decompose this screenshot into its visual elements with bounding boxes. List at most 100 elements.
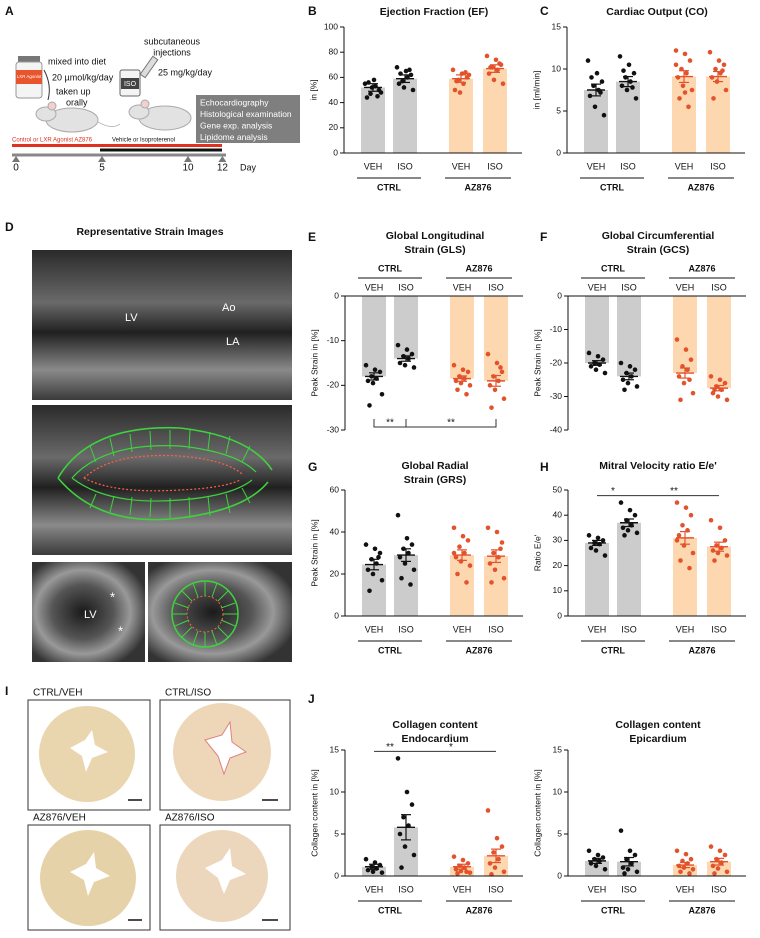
strain-contour [71, 445, 257, 502]
data-point [599, 79, 605, 84]
data-point [594, 70, 600, 76]
data-point [622, 871, 627, 876]
dose-text: 20 µmol/kg/day [52, 72, 114, 82]
data-point [586, 350, 592, 356]
x-tick-label: ISO [710, 161, 726, 171]
data-point [618, 828, 624, 833]
data-point [709, 75, 715, 80]
data-point [717, 525, 723, 531]
endocardial-contour [83, 454, 243, 492]
data-point [633, 96, 639, 101]
section-label: AZ876/ISO [165, 813, 215, 824]
image-label: * [118, 623, 123, 638]
data-point [371, 77, 377, 83]
data-point [450, 67, 456, 73]
chart-title: Ejection Fraction (EF) [380, 6, 489, 18]
injection-text: injections [153, 47, 191, 57]
x-tick-label: ISO [711, 282, 727, 292]
data-point [622, 533, 627, 538]
data-point [625, 528, 631, 533]
y-tick-label: -30 [550, 391, 563, 401]
data-point [688, 512, 694, 518]
bar [673, 537, 697, 616]
data-point [467, 383, 473, 388]
data-point [411, 365, 417, 370]
group-label: CTRL [377, 182, 401, 192]
section-label: CTRL/VEH [33, 688, 82, 699]
data-point [378, 90, 384, 95]
y-tick-label: -30 [327, 424, 340, 434]
y-tick-label: -10 [327, 335, 340, 345]
x-tick-label: ISO [621, 282, 637, 292]
ventricle-cavity [70, 852, 110, 896]
panel-letter: I [5, 684, 8, 698]
treatment-bar [12, 144, 222, 147]
analysis-box [196, 95, 300, 143]
data-point [724, 397, 730, 403]
oral-text: orally [66, 97, 88, 107]
data-point [411, 567, 417, 573]
data-point [712, 871, 717, 876]
data-point [399, 575, 404, 581]
data-point [487, 383, 493, 388]
data-point [707, 49, 713, 55]
data-point [485, 808, 491, 813]
data-point [678, 558, 683, 563]
data-point [717, 848, 723, 854]
group-label: CTRL [378, 645, 402, 655]
x-tick-label: ISO [488, 624, 504, 634]
treatment-bar [100, 148, 222, 152]
data-point [395, 342, 401, 348]
data-point [713, 66, 718, 72]
strain-vectors [89, 429, 251, 519]
data-point [409, 802, 415, 807]
y-axis-label: Collagen content in [%] [309, 769, 319, 856]
data-point [491, 550, 496, 556]
bar [616, 81, 640, 153]
data-point [601, 112, 607, 118]
syringe [139, 55, 159, 79]
y-tick-label: 20 [329, 122, 339, 132]
data-point [688, 357, 694, 362]
data-point [602, 370, 608, 376]
data-point [455, 387, 460, 393]
bar [707, 296, 731, 389]
y-tick-label: 0 [557, 610, 562, 620]
ventricle-cavity [70, 730, 108, 772]
data-point [491, 374, 496, 379]
data-point [598, 90, 603, 95]
data-point [451, 525, 457, 531]
data-point [716, 58, 722, 63]
mouse-head [35, 106, 57, 122]
group-label: CTRL [601, 905, 625, 915]
data-point [364, 95, 370, 100]
panel-i: I CTRL/VEH CTRL/ISO AZ876/VEH AZ876/ISO [5, 684, 291, 931]
data-point [595, 354, 601, 359]
chart-title: Mitral Velocity ratio E/e' [599, 460, 716, 472]
significance-bracket [405, 419, 497, 428]
data-point [627, 507, 633, 513]
panel-letter: A [5, 4, 14, 18]
data-point [484, 53, 490, 59]
data-point [460, 533, 466, 539]
data-point [410, 87, 416, 93]
data-point [680, 83, 686, 89]
day-label: 0 [13, 163, 19, 174]
data-point [367, 588, 372, 594]
data-point [493, 57, 499, 63]
x-tick-label: ISO [398, 884, 414, 894]
bar [617, 522, 641, 616]
data-point [711, 96, 716, 101]
y-axis-label: Ratio E/e' [532, 534, 542, 571]
day-label: 10 [182, 163, 194, 174]
chart-title: Cardiac Output (CO) [606, 6, 708, 18]
data-point [677, 96, 682, 101]
data-point [451, 854, 457, 859]
x-tick-label: ISO [398, 282, 414, 292]
bar [484, 556, 508, 616]
data-point [372, 546, 378, 552]
image-label: LA [226, 336, 240, 348]
data-point [370, 571, 376, 577]
data-point [460, 857, 466, 863]
data-point [676, 533, 682, 538]
